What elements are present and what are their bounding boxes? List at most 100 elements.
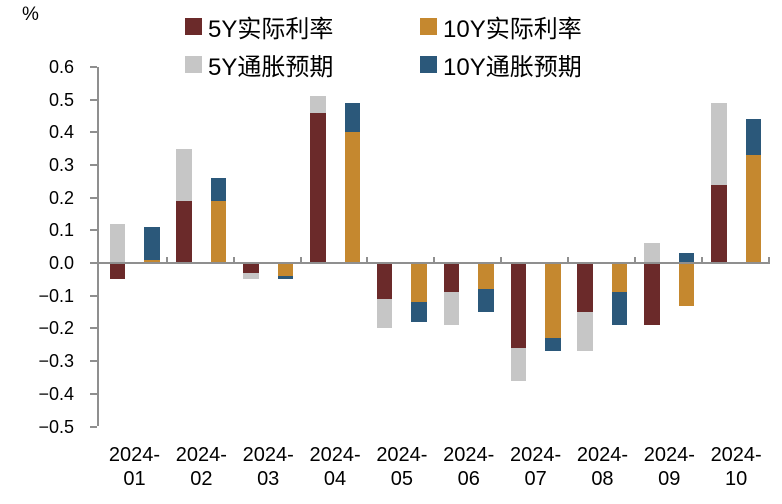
legend-swatch-icon bbox=[185, 56, 202, 73]
x-axis-label: 2024- 01 bbox=[100, 443, 170, 491]
x-axis-tick bbox=[633, 256, 636, 263]
bar-segment-3 bbox=[443, 292, 460, 326]
y-tick-label: 0.0 bbox=[48, 253, 74, 273]
y-tick-label: 0.5 bbox=[48, 89, 74, 110]
y-tick bbox=[90, 262, 97, 264]
y-tick-label: 0.4 bbox=[48, 122, 74, 143]
y-tick bbox=[90, 196, 97, 199]
x-axis-tick bbox=[433, 256, 436, 263]
x-axis-tick bbox=[165, 256, 168, 263]
x-axis-label: 2024- 09 bbox=[634, 443, 704, 491]
x-axis-label-month: 08 bbox=[591, 468, 614, 490]
x-axis-tick bbox=[299, 256, 302, 263]
legend-swatch-icon bbox=[420, 18, 437, 35]
y-tick-label: −0.5 bbox=[38, 416, 74, 437]
legend-item: 10Y通胀预期 bbox=[420, 50, 582, 81]
y-axis-line bbox=[96, 66, 99, 427]
bar-segment-4 bbox=[745, 119, 762, 156]
legend-item: 10Y实际利率 bbox=[420, 12, 582, 43]
y-tick-label: −0.4 bbox=[38, 383, 74, 404]
bar-segment-2 bbox=[745, 155, 762, 263]
bar-segment-4 bbox=[144, 227, 160, 260]
x-axis-tick bbox=[232, 256, 235, 263]
bar-segment-3 bbox=[310, 96, 326, 113]
bar-segment-4 bbox=[277, 276, 294, 280]
x-axis-label-year: 2024- bbox=[510, 444, 562, 466]
bar-segment-1 bbox=[310, 112, 326, 263]
bar-segment-4 bbox=[478, 289, 494, 313]
bar-segment-4 bbox=[678, 253, 695, 263]
y-tick bbox=[90, 65, 97, 68]
bar-segment-1 bbox=[376, 263, 393, 299]
legend-swatch-icon bbox=[420, 56, 437, 73]
legend-label: 5Y实际利率 bbox=[208, 16, 334, 43]
legend-item: 5Y通胀预期 bbox=[185, 50, 420, 81]
y-tick-label: 0.3 bbox=[48, 154, 74, 175]
y-tick bbox=[90, 294, 97, 297]
y-tick bbox=[90, 327, 97, 330]
y-tick-label: −0.1 bbox=[38, 285, 74, 306]
bar-segment-1 bbox=[243, 263, 259, 273]
y-tick bbox=[90, 360, 97, 363]
x-axis-label: 2024- 04 bbox=[300, 443, 370, 491]
bar-segment-4 bbox=[545, 338, 561, 352]
legend-label: 10Y实际利率 bbox=[443, 16, 582, 43]
y-tick-label: −0.3 bbox=[38, 351, 74, 372]
y-axis-unit-label: % bbox=[22, 4, 39, 25]
y-tick bbox=[90, 131, 97, 134]
y-tick bbox=[90, 425, 97, 428]
y-tick-label: 0.1 bbox=[48, 220, 74, 241]
x-axis-label-month: 09 bbox=[658, 468, 681, 490]
legend: 5Y实际利率 10Y实际利率 5Y通胀预期 10Y通胀预期 bbox=[185, 12, 582, 81]
x-axis-label-year: 2024- bbox=[576, 444, 629, 466]
x-axis-label: 2024- 10 bbox=[701, 443, 771, 491]
x-axis-label: 2024- 05 bbox=[367, 443, 437, 491]
y-tick bbox=[90, 98, 97, 101]
x-axis-tick bbox=[700, 256, 703, 263]
x-axis-label-year: 2024- bbox=[309, 444, 361, 466]
x-axis-label-month: 06 bbox=[457, 468, 480, 490]
y-tick bbox=[90, 163, 97, 166]
x-axis-label: 2024- 03 bbox=[233, 443, 303, 491]
bar-segment-1 bbox=[510, 263, 527, 349]
x-axis-label-year: 2024- bbox=[643, 444, 695, 466]
x-axis-tick bbox=[366, 256, 369, 263]
bar-segment-4 bbox=[344, 102, 361, 133]
bar-segment-2 bbox=[344, 132, 361, 263]
x-axis-label-month: 01 bbox=[123, 468, 146, 490]
x-axis-label-year: 2024- bbox=[443, 444, 495, 466]
bar-segment-3 bbox=[644, 243, 660, 263]
x-axis-line bbox=[96, 261, 770, 265]
y-tick bbox=[90, 229, 97, 232]
bar-segment-3 bbox=[376, 298, 393, 329]
x-axis-label: 2024- 06 bbox=[434, 443, 504, 491]
y-tick-label: 0.2 bbox=[48, 187, 74, 208]
bar-segment-3 bbox=[109, 223, 125, 263]
bar-segment-1 bbox=[176, 200, 192, 263]
x-axis-label: 2024- 08 bbox=[567, 443, 637, 491]
bar-segment-2 bbox=[144, 259, 160, 263]
x-axis-label-month: 02 bbox=[190, 468, 213, 490]
bar-segment-1 bbox=[443, 263, 460, 293]
x-axis-label-month: 10 bbox=[725, 468, 748, 490]
x-axis-label-month: 03 bbox=[257, 468, 280, 490]
y-tick-label: 0.6 bbox=[48, 56, 74, 77]
bar-segment-2 bbox=[210, 200, 227, 263]
x-axis-tick bbox=[500, 256, 503, 263]
x-axis-label-year: 2024- bbox=[242, 444, 294, 466]
x-axis-tick bbox=[767, 256, 770, 263]
legend-label: 5Y通胀预期 bbox=[208, 54, 334, 81]
bar-segment-2 bbox=[411, 263, 427, 303]
x-axis-label-year: 2024- bbox=[376, 444, 428, 466]
bar-segment-4 bbox=[411, 302, 427, 322]
bar-segment-1 bbox=[109, 263, 125, 280]
bar-segment-2 bbox=[277, 263, 294, 277]
bar-segment-2 bbox=[678, 263, 695, 306]
x-axis-label: 2024- 02 bbox=[166, 443, 236, 491]
y-tick-label: −0.2 bbox=[38, 318, 74, 339]
x-axis-label-month: 07 bbox=[524, 468, 547, 490]
x-axis-label-month: 04 bbox=[323, 468, 347, 490]
legend-item: 5Y实际利率 bbox=[185, 12, 420, 43]
bar-segment-1 bbox=[644, 263, 660, 326]
bar-segment-4 bbox=[210, 177, 227, 201]
